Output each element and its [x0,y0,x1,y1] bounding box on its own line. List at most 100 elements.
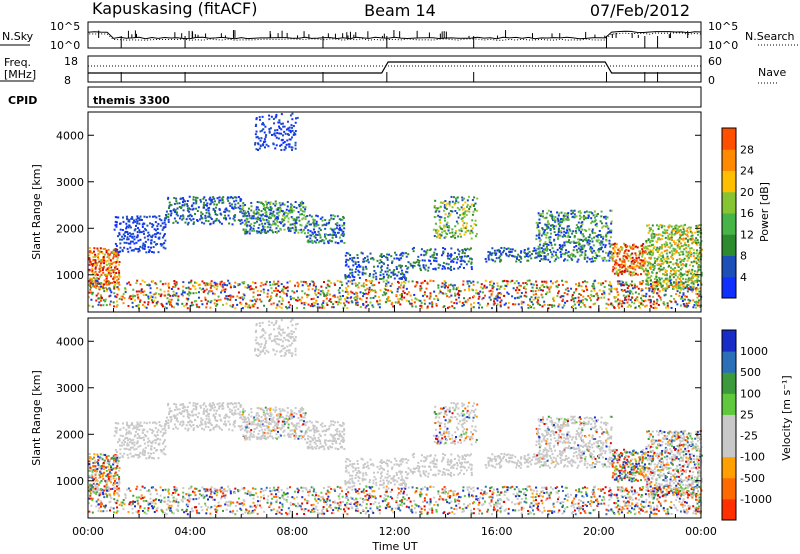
power-cell [466,247,469,250]
power-cell [699,287,702,290]
power-cell [305,282,308,285]
power-cell [534,256,537,259]
power-cell [612,247,615,250]
power-cell [127,250,130,253]
power-cell [580,238,583,241]
power-cell [129,226,132,229]
power-cell [130,233,133,236]
power-cell [301,296,304,299]
power-cell [256,211,259,214]
power-cell [471,231,474,234]
power-cell [272,220,275,223]
velocity-cell [149,441,152,444]
power-cell [109,272,112,275]
power-cell [415,280,418,283]
power-cell [693,272,696,275]
power-cell [104,286,107,289]
power-cell [693,270,696,273]
power-cell [617,272,620,275]
velocity-cell [99,481,102,484]
power-cell [303,210,306,213]
power-cell [294,144,297,147]
power-cell [550,304,553,307]
power-cell [209,286,212,289]
power-cell [170,303,173,306]
power-cell [543,233,546,236]
power-cell [118,238,121,241]
power-cell [456,212,459,215]
power-cell [309,304,312,307]
power-cell [434,199,437,202]
power-cell [181,204,184,207]
power-cell [226,197,229,200]
power-cell [120,298,123,301]
power-cell [297,211,300,214]
power-cell [685,247,688,250]
power-cell [471,213,474,216]
power-cell [517,282,520,285]
power-cell [402,290,405,293]
power-cell [185,304,188,307]
power-cell [246,286,249,289]
power-cell [546,221,549,224]
power-cell [161,228,164,231]
power-cell [311,231,314,234]
power-cell [639,262,642,265]
power-cell [432,268,435,271]
power-cell [515,280,518,283]
velocity-cell [92,487,95,490]
power-cell [99,287,102,290]
power-cell [628,270,631,273]
power-cell [292,125,295,128]
power-cell [254,141,257,144]
power-cell [157,251,160,254]
power-cell [127,242,130,245]
power-cell [270,296,273,299]
power-cell [448,200,451,203]
power-cell [379,271,382,274]
power-cell [414,261,417,264]
power-cell [461,217,464,220]
power-cell [541,215,544,218]
power-cell [345,258,348,261]
power-cell [635,259,638,262]
power-cell [295,228,298,231]
power-cell [409,302,412,305]
power-cell [474,219,477,222]
power-cell [162,234,165,237]
power-cell [607,252,610,255]
power-cell [603,292,606,295]
power-cell [664,230,667,233]
power-cell [172,221,175,224]
power-cell [265,143,268,146]
power-cell [426,305,429,308]
power-cell [133,229,136,232]
power-cell [122,233,125,236]
power-cell [414,305,417,308]
power-cell [551,215,554,218]
velocity-cell [109,475,112,478]
velocity-cell [148,455,151,458]
power-cell [648,227,651,230]
power-cell [303,303,306,306]
power-cell [247,212,250,215]
power-cell [688,251,691,254]
velocity-cell [136,426,139,429]
velocity-cell [94,485,97,488]
power-cell [366,287,369,290]
power-cell [141,223,144,226]
power-cell [686,235,689,238]
power-cell [623,242,626,245]
power-cell [153,233,156,236]
power-cell [641,289,644,292]
power-cell [676,303,679,306]
power-cell [437,284,440,287]
power-cell [653,233,656,236]
power-cell [108,283,111,286]
power-cell [577,227,580,230]
power-cell [553,231,556,234]
power-cell [583,257,586,260]
power-cell [692,248,695,251]
power-cell [615,287,618,290]
power-cell [257,226,260,229]
